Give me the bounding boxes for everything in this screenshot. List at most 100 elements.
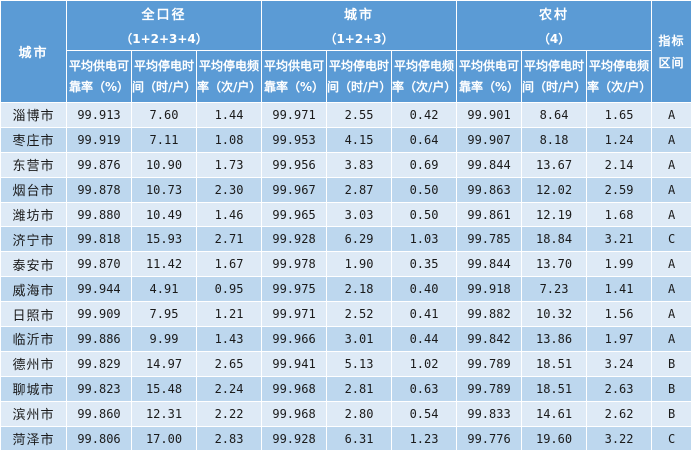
value-cell: 99.880 (66, 201, 132, 228)
value-cell: 2.18 (326, 276, 393, 303)
value-cell: 99.968 (261, 375, 328, 402)
city-cell: 临沂市 (0, 326, 67, 352)
group-subtitle-urban: （1+2+3） (324, 32, 394, 46)
value-cell: 2.55 (326, 102, 393, 128)
index-range-header-line2: 区间 (658, 55, 685, 70)
grade-cell: C (651, 226, 691, 253)
value-cell: 1.08 (195, 126, 263, 153)
metric-header-row: 平均供电可 靠率（%） 平均停电时 间（时/户） 平均停电频 率（次/户） 平均… (1, 50, 691, 103)
value-cell: 6.31 (326, 425, 393, 451)
value-cell: 1.68 (586, 201, 653, 228)
value-cell: 3.21 (586, 226, 653, 253)
value-cell: 11.42 (131, 251, 197, 278)
value-cell: 14.97 (131, 350, 197, 377)
grade-cell: A (651, 326, 691, 352)
value-cell: 99.844 (456, 151, 523, 178)
city-cell: 济宁市 (0, 226, 67, 253)
value-cell: 1.23 (391, 425, 458, 451)
city-cell: 日照市 (0, 301, 67, 328)
metric-label-line: 平均供电可 (68, 58, 129, 73)
value-cell: 10.32 (521, 301, 588, 328)
value-cell: 2.59 (586, 176, 653, 203)
value-cell: 2.52 (326, 301, 393, 328)
value-cell: 2.83 (195, 425, 263, 451)
value-cell: 2.14 (586, 151, 653, 178)
value-cell: 1.03 (391, 226, 458, 253)
value-cell: 3.83 (326, 151, 393, 178)
value-cell: 99.944 (66, 276, 132, 303)
value-cell: 3.01 (326, 326, 393, 352)
value-cell: 3.22 (586, 425, 653, 451)
value-cell: 10.73 (131, 176, 197, 203)
value-cell: 99.833 (456, 400, 523, 427)
value-cell: 1.24 (586, 126, 653, 153)
value-cell: 0.50 (391, 201, 458, 228)
city-cell: 枣庄市 (0, 126, 67, 153)
value-cell: 99.860 (66, 400, 132, 427)
value-cell: 99.978 (261, 251, 328, 278)
value-cell: 99.844 (456, 251, 523, 278)
value-cell: 0.35 (391, 251, 458, 278)
value-cell: 0.64 (391, 126, 458, 153)
value-cell: 18.51 (521, 375, 588, 402)
metric-header-reliability: 平均供电可 靠率（%） (66, 50, 132, 103)
grade-cell: A (651, 151, 691, 178)
group-header-urban: 城市 （1+2+3） (261, 0, 458, 51)
value-cell: 14.61 (521, 400, 588, 427)
value-cell: 99.806 (66, 425, 132, 451)
metric-label-line: 平均停电频 (589, 58, 650, 73)
group-subtitle-rural: （4） (537, 32, 571, 46)
value-cell: 0.40 (391, 276, 458, 303)
table-row: 烟台市 99.878 10.73 2.30 99.967 2.87 0.50 99.863 12… (0, 176, 691, 203)
table-row: 泰安市 99.870 11.42 1.67 99.978 1.90 0.35 99.844 13… (0, 251, 691, 278)
value-cell: 6.29 (326, 226, 393, 253)
group-header-rural: 农村 （4） (456, 0, 653, 51)
value-cell: 99.882 (456, 301, 523, 328)
metric-label-line: 靠率（%） (264, 79, 325, 94)
value-cell: 2.24 (195, 375, 263, 402)
metric-header-outage-frequency: 平均停电频 率（次/户） (586, 50, 653, 103)
value-cell: 99.861 (456, 201, 523, 228)
value-cell: 99.901 (456, 102, 523, 128)
value-cell: 1.67 (195, 251, 263, 278)
value-cell: 99.971 (261, 102, 328, 128)
value-cell: 0.54 (391, 400, 458, 427)
metric-header-outage-frequency: 平均停电频 率（次/户） (391, 50, 458, 103)
value-cell: 99.909 (66, 301, 132, 328)
city-cell: 泰安市 (0, 251, 67, 278)
value-cell: 12.19 (521, 201, 588, 228)
value-cell: 3.03 (326, 201, 393, 228)
value-cell: 0.41 (391, 301, 458, 328)
metric-label-line: 平均停电频 (394, 58, 455, 73)
value-cell: 0.69 (391, 151, 458, 178)
metric-label-line: 平均停电频 (199, 58, 260, 73)
corner-header-city: 城市 (0, 0, 67, 103)
grade-cell: A (651, 102, 691, 128)
value-cell: 2.62 (586, 400, 653, 427)
value-cell: 99.776 (456, 425, 523, 451)
metric-label-line: 间（时/户） (522, 79, 587, 94)
metric-header-reliability: 平均供电可 靠率（%） (456, 50, 523, 103)
city-cell: 淄博市 (0, 102, 67, 128)
value-cell: 8.18 (521, 126, 588, 153)
value-cell: 99.967 (261, 176, 328, 203)
value-cell: 10.49 (131, 201, 197, 228)
metric-header-outage-duration: 平均停电时 间（时/户） (521, 50, 588, 103)
value-cell: 99.956 (261, 151, 328, 178)
value-cell: 99.913 (66, 102, 132, 128)
value-cell: 12.31 (131, 400, 197, 427)
value-cell: 99.863 (456, 176, 523, 203)
value-cell: 1.90 (326, 251, 393, 278)
metric-label-line: 率（次/户） (197, 79, 262, 94)
value-cell: 1.02 (391, 350, 458, 377)
value-cell: 99.818 (66, 226, 132, 253)
value-cell: 15.93 (131, 226, 197, 253)
city-cell: 滨州市 (0, 400, 67, 427)
value-cell: 99.968 (261, 400, 328, 427)
value-cell: 1.73 (195, 151, 263, 178)
value-cell: 99.971 (261, 301, 328, 328)
value-cell: 99.823 (66, 375, 132, 402)
value-cell: 1.97 (586, 326, 653, 352)
value-cell: 99.876 (66, 151, 132, 178)
